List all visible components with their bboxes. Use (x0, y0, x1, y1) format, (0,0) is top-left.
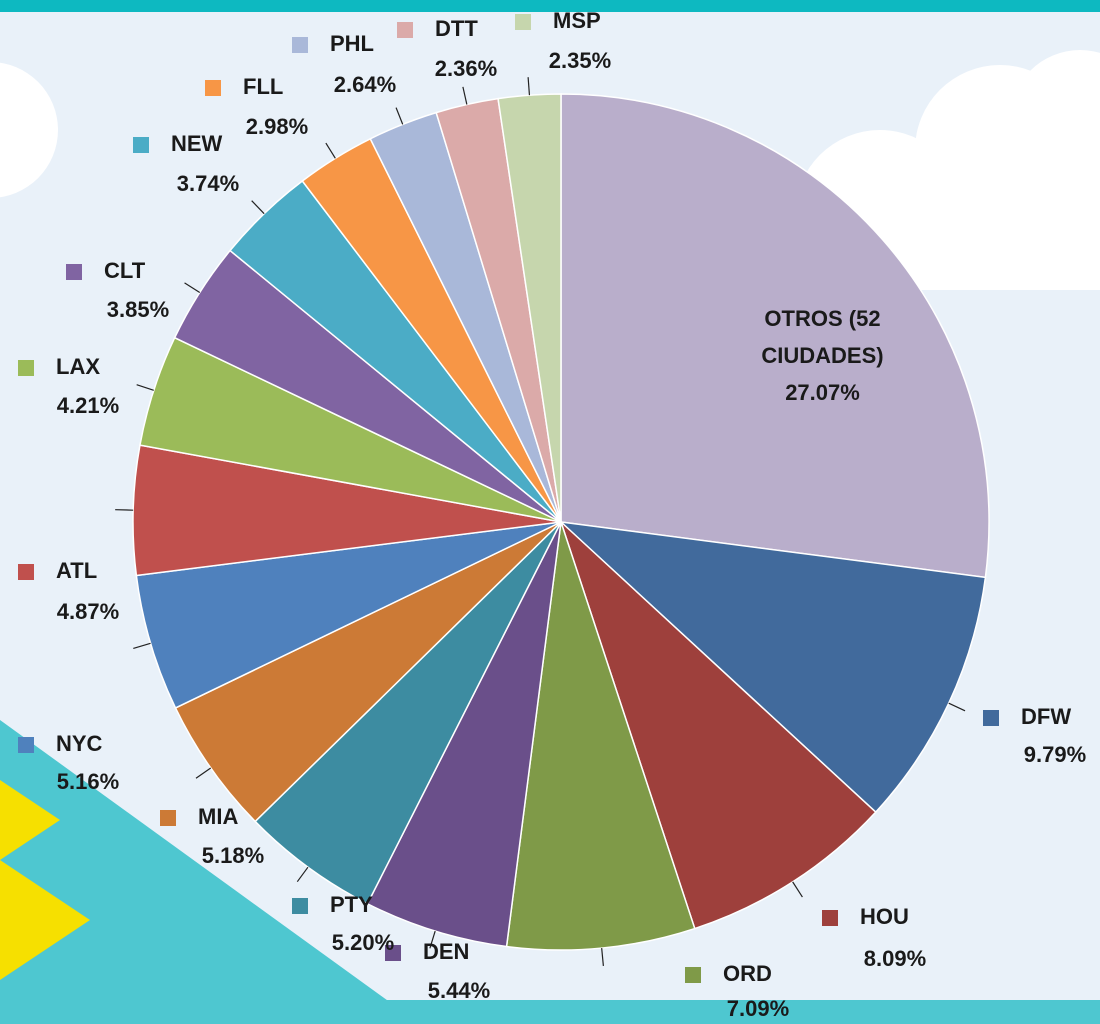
legend-marker (160, 810, 176, 826)
category-label: PTY (330, 892, 373, 917)
category-label: ATL (56, 558, 97, 583)
value-label: 5.18% (202, 843, 264, 868)
top-band (0, 0, 1100, 12)
value-label: 3.85% (107, 297, 169, 322)
category-label: FLL (243, 74, 283, 99)
slice-label-text: OTROS (52 CIUDADES)27.07% (735, 300, 910, 411)
legend-marker (822, 910, 838, 926)
chart: OTROS (52 CIUDADES)27.07% DFW 9.79% HOU 8.09… (0, 0, 1100, 1024)
value-label: 4.87% (57, 599, 119, 624)
category-label: PHL (330, 31, 374, 56)
category-label: LAX (56, 354, 100, 379)
value-label: 3.74% (177, 171, 239, 196)
value-label: 5.44% (428, 978, 490, 1003)
value-label: 4.21% (57, 393, 119, 418)
category-label: DFW (1021, 704, 1071, 729)
value-label: 9.79% (1024, 742, 1086, 767)
value-label: 2.98% (246, 114, 308, 139)
category-label: MIA (198, 804, 238, 829)
legend-marker (18, 564, 34, 580)
category-label: DTT (435, 16, 478, 41)
legend-marker (983, 710, 999, 726)
legend-marker (133, 137, 149, 153)
legend-marker (292, 898, 308, 914)
category-label: ORD (723, 961, 772, 986)
legend-marker (205, 80, 221, 96)
value-label: 8.09% (864, 946, 926, 971)
value-label: 7.09% (727, 996, 789, 1021)
legend-marker (18, 737, 34, 753)
category-label: NYC (56, 731, 103, 756)
legend-marker (292, 37, 308, 53)
category-label: OTROS (52 CIUDADES) (735, 300, 910, 374)
category-label: DEN (423, 939, 469, 964)
legend-marker (515, 14, 531, 30)
value-label: 2.35% (549, 48, 611, 73)
value-label: 2.36% (435, 56, 497, 81)
category-label: MSP (553, 8, 601, 33)
legend-marker (18, 360, 34, 376)
legend-marker (685, 967, 701, 983)
category-label: CLT (104, 258, 146, 283)
value-label: 5.16% (57, 769, 119, 794)
category-label: NEW (171, 131, 223, 156)
value-label: 2.64% (334, 72, 396, 97)
pie (133, 94, 989, 950)
slice-label: OTROS (52 CIUDADES)27.07% (735, 300, 910, 415)
value-label: 5.20% (332, 930, 394, 955)
category-label: HOU (860, 904, 909, 929)
legend-marker (66, 264, 82, 280)
value-label: 27.07% (735, 374, 910, 411)
legend-marker (397, 22, 413, 38)
